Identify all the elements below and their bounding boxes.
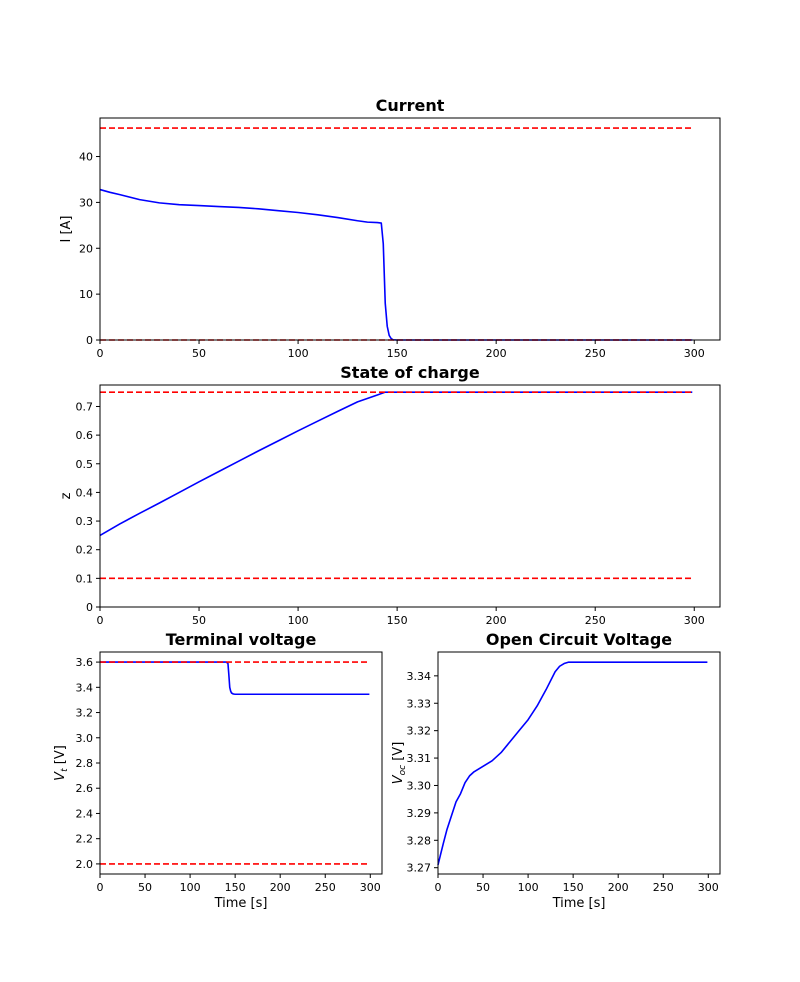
chart-2: 0 50 100 150 200 250 300 0 0.1 0.2 0.3 0.4 0.5 0.6 0.7… bbox=[59, 363, 721, 627]
y-tick-label: 2.8 bbox=[76, 757, 94, 770]
y-axis-label: Voc [V] bbox=[391, 742, 408, 785]
x-tick-label: 100 bbox=[180, 881, 201, 894]
x-tick-label: 100 bbox=[518, 881, 539, 894]
chart-4: 0 50 100 150 200 250 300 3.27 3.28 3.29 3.30 3.31 3.… bbox=[391, 630, 721, 911]
y-tick-label: 3.34 bbox=[407, 670, 432, 683]
x-tick-label: 200 bbox=[486, 347, 507, 360]
y-tick-label: 3.2 bbox=[76, 707, 94, 720]
x-tick-label: 50 bbox=[138, 881, 152, 894]
x-tick-label: 200 bbox=[608, 881, 629, 894]
x-tick-label: 300 bbox=[684, 614, 705, 627]
y-tick-label: 3.28 bbox=[407, 834, 432, 847]
series-line-1 bbox=[437, 661, 708, 866]
y-axis-label: z bbox=[59, 492, 74, 499]
y-tick-label: 3.6 bbox=[76, 656, 94, 669]
y-tick-label: 3.0 bbox=[76, 732, 94, 745]
x-tick-label: 0 bbox=[435, 881, 442, 894]
y-tick-label: 3.4 bbox=[76, 681, 94, 694]
y-tick-label: 3.27 bbox=[407, 862, 432, 875]
x-tick-label: 300 bbox=[698, 881, 719, 894]
x-axis-label: Time [s] bbox=[214, 896, 268, 911]
series-line-1 bbox=[99, 391, 693, 537]
x-tick-label: 150 bbox=[387, 614, 408, 627]
y-tick-label: 0 bbox=[86, 601, 93, 614]
y-tick-label: 0.2 bbox=[76, 544, 94, 557]
plot-frame bbox=[99, 117, 721, 341]
y-tick-label: 3.30 bbox=[407, 779, 432, 792]
x-tick-label: 150 bbox=[225, 881, 246, 894]
x-tick-label: 100 bbox=[288, 614, 309, 627]
y-tick-label: 0.7 bbox=[76, 400, 94, 413]
chart-title: State of charge bbox=[340, 363, 480, 382]
x-tick-label: 250 bbox=[653, 881, 674, 894]
x-tick-label: 150 bbox=[563, 881, 584, 894]
plot-frame bbox=[437, 651, 721, 875]
y-tick-label: 20 bbox=[79, 242, 93, 255]
y-tick-label: 40 bbox=[79, 151, 93, 164]
x-tick-label: 100 bbox=[288, 347, 309, 360]
chart-title: Current bbox=[376, 96, 445, 115]
y-tick-label: 10 bbox=[79, 288, 93, 301]
x-tick-label: 250 bbox=[585, 347, 606, 360]
x-tick-label: 0 bbox=[97, 347, 104, 360]
plot-frame bbox=[99, 384, 721, 608]
x-tick-label: 250 bbox=[315, 881, 336, 894]
y-tick-label: 3.29 bbox=[407, 807, 432, 820]
y-tick-label: 2.6 bbox=[76, 782, 94, 795]
chart-3: 0 50 100 150 200 250 300 2.0 2.2 2.4 2.6 2.8 3.0 3.2 3… bbox=[53, 630, 383, 911]
y-tick-label: 0.5 bbox=[76, 458, 94, 471]
y-tick-label: 3.33 bbox=[407, 697, 432, 710]
chart-1: 0 50 100 150 200 250 300 0 10 20 30 40 Current I [A] bbox=[59, 96, 721, 360]
y-tick-label: 2.4 bbox=[76, 807, 94, 820]
series-line-1 bbox=[99, 188, 693, 341]
y-tick-label: 2.2 bbox=[76, 833, 94, 846]
x-tick-label: 50 bbox=[476, 881, 490, 894]
x-tick-label: 150 bbox=[387, 347, 408, 360]
y-tick-label: 0.4 bbox=[76, 486, 94, 499]
y-axis-label: I [A] bbox=[59, 215, 74, 242]
y-tick-label: 0.6 bbox=[76, 429, 94, 442]
x-tick-label: 300 bbox=[360, 881, 381, 894]
y-tick-label: 3.32 bbox=[407, 725, 432, 738]
y-tick-label: 30 bbox=[79, 196, 93, 209]
series-line-1 bbox=[100, 661, 370, 696]
x-tick-label: 250 bbox=[585, 614, 606, 627]
y-tick-label: 0.1 bbox=[76, 572, 94, 585]
y-tick-label: 2.0 bbox=[76, 858, 94, 871]
x-tick-label: 50 bbox=[192, 347, 206, 360]
x-tick-label: 0 bbox=[97, 614, 104, 627]
y-axis-label: Vt [V] bbox=[53, 745, 70, 781]
x-tick-label: 0 bbox=[97, 881, 104, 894]
x-tick-label: 200 bbox=[486, 614, 507, 627]
plot-frame bbox=[99, 651, 383, 875]
y-tick-label: 0 bbox=[86, 334, 93, 347]
chart-title: Open Circuit Voltage bbox=[486, 630, 672, 649]
y-tick-label: 0.3 bbox=[76, 515, 94, 528]
y-tick-label: 3.31 bbox=[407, 752, 432, 765]
x-axis-label: Time [s] bbox=[552, 896, 606, 911]
chart-title: Terminal voltage bbox=[166, 630, 317, 649]
x-tick-label: 200 bbox=[270, 881, 291, 894]
x-tick-label: 50 bbox=[192, 614, 206, 627]
x-tick-label: 300 bbox=[684, 347, 705, 360]
